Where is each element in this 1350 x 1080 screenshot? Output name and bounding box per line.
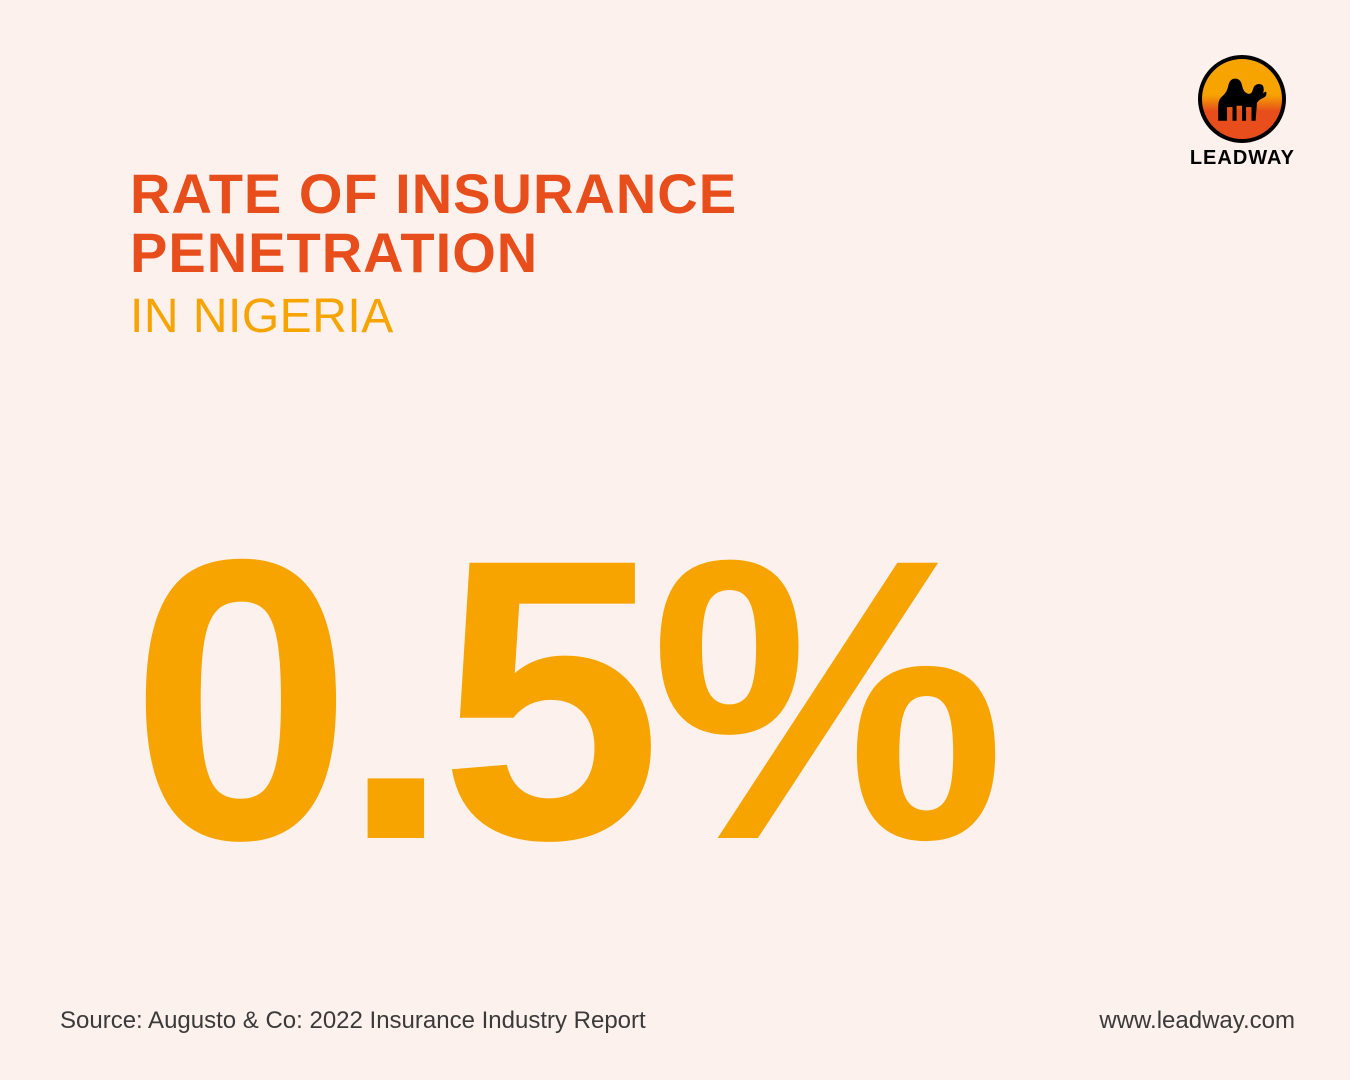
logo-brand-text: LEADWAY [1190, 147, 1295, 170]
logo-circle-icon [1198, 55, 1286, 143]
title-sub: IN NIGERIA [130, 289, 737, 344]
camel-icon [1208, 70, 1276, 128]
title-main: RATE OF INSURANCE PENETRATION [130, 165, 737, 283]
website-url: www.leadway.com [1099, 1007, 1295, 1035]
main-statistic: 0.5% [130, 500, 994, 900]
source-citation: Source: Augusto & Co: 2022 Insurance Ind… [60, 1007, 646, 1035]
footer: Source: Augusto & Co: 2022 Insurance Ind… [60, 1007, 1295, 1035]
title-block: RATE OF INSURANCE PENETRATION IN NIGERIA [130, 165, 737, 344]
title-line-1: RATE OF INSURANCE [130, 162, 737, 225]
title-line-2: PENETRATION [130, 221, 538, 284]
brand-logo: LEADWAY [1190, 55, 1295, 170]
